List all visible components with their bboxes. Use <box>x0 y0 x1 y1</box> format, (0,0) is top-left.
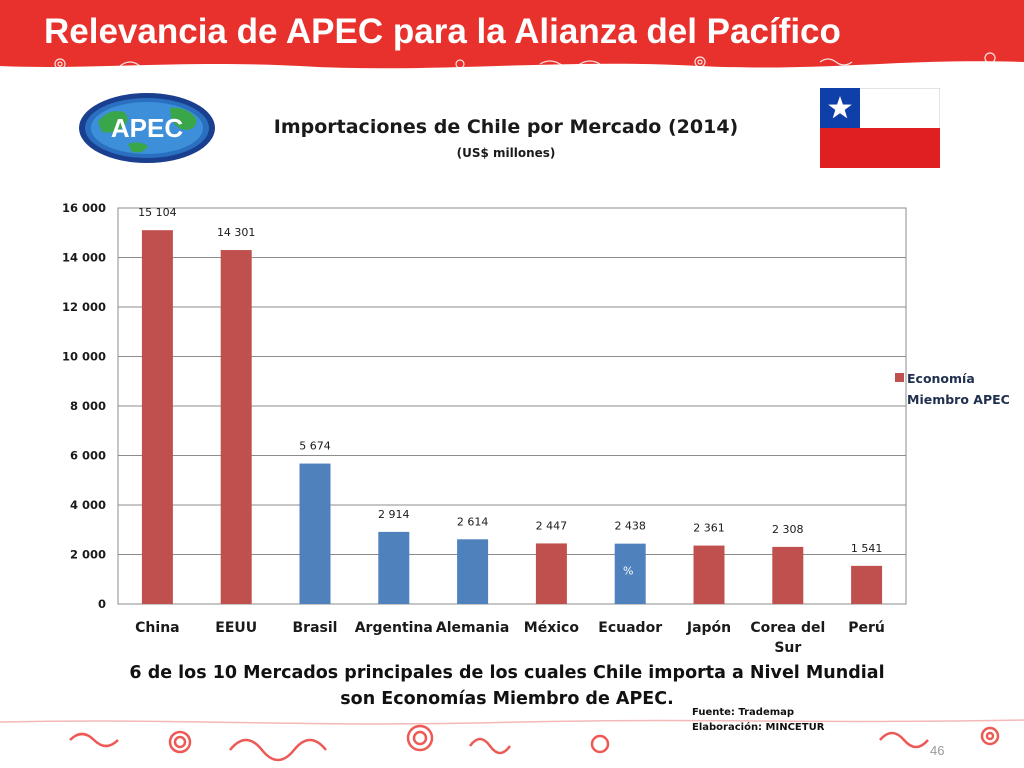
x-tick-label: Ecuador <box>598 620 662 636</box>
slide-title: Relevancia de APEC para la Alianza del P… <box>44 12 841 51</box>
conclusion-text: 6 de los 10 Mercados principales de los … <box>129 663 885 709</box>
x-tick-label: Corea del Sur <box>750 620 825 656</box>
bar <box>772 546 804 604</box>
bar-annotation: % <box>623 565 633 578</box>
bar <box>614 543 646 604</box>
x-tick-label: Alemania <box>436 620 509 636</box>
bar <box>535 543 567 604</box>
y-tick-label: 2 000 <box>70 548 106 562</box>
value-label: 2 361 <box>693 522 725 535</box>
x-tick-label: EEUU <box>215 620 257 636</box>
bar <box>457 539 489 604</box>
legend-label: Economía Miembro APEC <box>907 371 1010 407</box>
bar <box>851 565 883 604</box>
legend-swatch-apec <box>895 373 904 382</box>
y-tick-label: 4 000 <box>70 498 106 512</box>
value-label: 1 541 <box>851 542 883 555</box>
bar <box>220 250 252 605</box>
apec-logo: APEC <box>79 93 215 163</box>
value-label: 2 614 <box>457 515 489 528</box>
credit-line: Elaboración: MINCETUR <box>692 722 825 733</box>
x-tick-label: Japón <box>686 620 731 636</box>
bar <box>378 531 410 604</box>
x-tick-label: México <box>524 620 580 636</box>
y-tick-label: 0 <box>98 597 106 611</box>
y-tick-label: 8 000 <box>70 399 106 413</box>
bar <box>141 230 173 604</box>
x-tick-label: Brasil <box>293 620 338 636</box>
source-note: Fuente: Trademap Elaboración: MINCETUR <box>692 705 824 735</box>
y-tick-label: 14 000 <box>62 251 106 265</box>
x-tick-label: Argentina <box>355 620 433 636</box>
bar <box>299 463 331 604</box>
value-label: 15 104 <box>138 206 177 219</box>
y-tick-label: 6 000 <box>70 449 106 463</box>
apec-logo-text: APEC <box>111 113 183 143</box>
page-number: 46 <box>930 743 945 758</box>
y-tick-label: 16 000 <box>62 201 106 215</box>
value-label: 2 438 <box>614 520 646 533</box>
chile-flag-icon <box>820 88 940 168</box>
value-label: 2 308 <box>772 523 804 536</box>
x-tick-label: China <box>135 620 179 636</box>
footer-decoration <box>0 719 1024 762</box>
chart-title: Importaciones de Chile por Mercado (2014… <box>273 116 739 138</box>
bar <box>693 545 725 604</box>
y-tick-label: 10 000 <box>62 350 106 364</box>
value-label: 5 674 <box>299 440 331 453</box>
header-banner <box>0 0 1024 71</box>
bar-chart: 15 104 14 301 5 674 2 914 2 614 2 447 2 438% 2 … <box>62 201 907 656</box>
x-tick-label: Perú <box>848 620 885 636</box>
value-label: 2 447 <box>536 519 568 532</box>
y-tick-label: 12 000 <box>62 300 106 314</box>
source-line: Fuente: Trademap <box>692 707 795 718</box>
value-label: 2 914 <box>378 508 410 521</box>
value-label: 14 301 <box>217 226 256 239</box>
chart-subtitle: (US$ millones) <box>456 146 556 160</box>
